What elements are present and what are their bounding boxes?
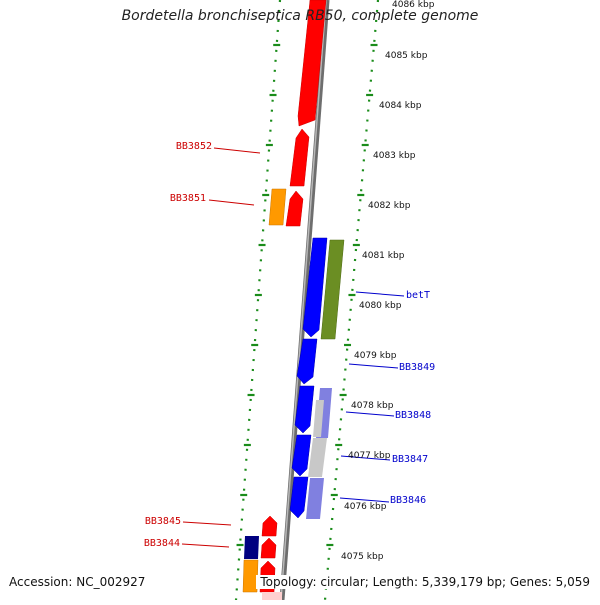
forward-gene-bb3844-upper[interactable]	[260, 537, 277, 559]
orange-feature-upper[interactable]	[268, 188, 287, 226]
accession-text: Accession: NC_002927	[9, 575, 146, 589]
genome-summary-text: Topology: circular; Length: 5,339,179 bp…	[256, 575, 590, 589]
backbone-line	[279, 0, 330, 601]
tick-label-4086: 4086 kbp	[392, 0, 435, 10]
backbone-highlight	[280, 0, 327, 601]
tick-label-4082: 4082 kbp	[368, 201, 411, 211]
gene-label-bb3846[interactable]: BB3846	[390, 495, 426, 506]
forward-gene-bb3845[interactable]	[261, 515, 278, 537]
reverse-gene-bb3846[interactable]	[289, 476, 309, 519]
inner-features	[306, 239, 345, 519]
gene-label-bb3845[interactable]: BB3845	[145, 516, 181, 527]
tick-label-4077: 4077 kbp	[348, 451, 391, 461]
gene-label-bb3852[interactable]: BB3852	[176, 141, 212, 152]
leader-bb3845	[182, 521, 232, 526]
forward-gene-fragment	[262, 592, 282, 600]
gene-label-leaders	[181, 147, 405, 548]
inner-ruler	[323, 0, 380, 601]
navy-feature[interactable]	[244, 536, 259, 559]
forward-gene-bb3852[interactable]	[289, 128, 310, 187]
gene-label-bb3848[interactable]: BB3848	[395, 410, 431, 421]
gene-label-bb3844[interactable]: BB3844	[144, 538, 180, 549]
tick-label-4080: 4080 kbp	[359, 301, 402, 311]
leader-bb3846	[339, 497, 390, 503]
ruler-labels: 4086 kbp 4085 kbp 4084 kbp 4083 kbp 4082…	[341, 0, 435, 562]
gene-label-bb3849[interactable]: BB3849	[399, 362, 435, 373]
tick-label-4083: 4083 kbp	[373, 151, 416, 161]
forward-gene-bb3851[interactable]	[285, 190, 304, 227]
orange-feature-lower[interactable]	[242, 559, 259, 593]
inner-ruler-ticks	[326, 43, 378, 547]
outer-features	[242, 188, 287, 593]
reverse-gene-bb3848[interactable]	[294, 385, 315, 434]
leader-bb3851	[208, 199, 255, 206]
map-title: Bordetella bronchiseptica RB50, complete…	[121, 8, 479, 24]
outer-ruler-dots	[234, 0, 282, 601]
forward-strand-features	[259, 0, 327, 600]
tick-label-4075: 4075 kbp	[341, 552, 384, 562]
leader-bb3849	[348, 363, 399, 369]
genome-backbone	[279, 0, 330, 601]
tick-label-4081: 4081 kbp	[362, 251, 405, 261]
reverse-strand-features	[289, 237, 328, 519]
leader-bb3847	[340, 455, 391, 461]
tick-label-4085: 4085 kbp	[385, 51, 428, 61]
outer-ruler	[234, 0, 282, 601]
light-blue-feature-lower[interactable]	[306, 478, 324, 519]
green-feature[interactable]	[320, 239, 345, 340]
leader-bb3844	[181, 543, 230, 548]
inner-ruler-dots	[323, 0, 380, 601]
reverse-gene-bett[interactable]	[302, 237, 328, 338]
gene-label-bett[interactable]: betT	[406, 290, 430, 301]
gene-labels: BB3852 BB3851 BB3845 BB3844 betT BB3849 …	[144, 141, 435, 549]
gene-label-bb3851[interactable]: BB3851	[170, 193, 206, 204]
leader-bb3848	[345, 411, 395, 417]
reverse-gene-bb3849[interactable]	[296, 338, 318, 385]
tick-label-4084: 4084 kbp	[379, 101, 422, 111]
tick-label-4079: 4079 kbp	[354, 351, 397, 361]
leader-bb3852	[213, 147, 261, 154]
gene-label-bb3847[interactable]: BB3847	[392, 454, 428, 465]
reverse-gene-bb3847[interactable]	[291, 434, 312, 477]
outer-ruler-ticks	[236, 43, 281, 547]
tick-label-4076: 4076 kbp	[344, 502, 387, 512]
grey-feature-upper[interactable]	[313, 400, 324, 437]
leader-bett	[355, 291, 405, 297]
tick-label-4078: 4078 kbp	[351, 401, 394, 411]
grey-feature-middle[interactable]	[308, 438, 327, 477]
forward-gene-bb3853[interactable]	[297, 0, 327, 127]
